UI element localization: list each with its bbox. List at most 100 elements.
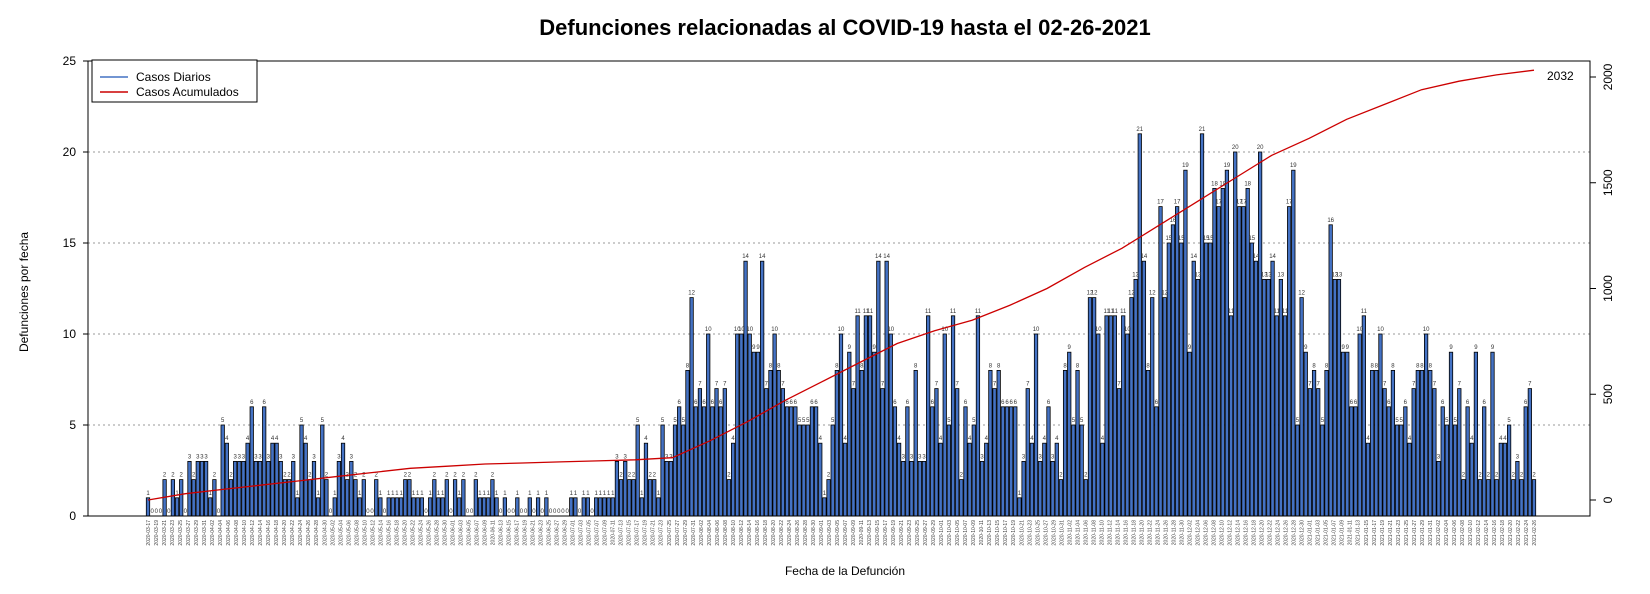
bar-value-label: 7 bbox=[715, 382, 719, 388]
bar-value-label: 12 bbox=[1298, 291, 1305, 297]
bar-value-label: 10 bbox=[887, 327, 894, 333]
y2-tick-label: 2000 bbox=[1601, 63, 1615, 90]
bar-value-label: 7 bbox=[1383, 382, 1387, 388]
x-tick-label: 2021-01-11 bbox=[1348, 520, 1354, 545]
bar bbox=[851, 388, 856, 517]
bar bbox=[502, 497, 507, 517]
bar-value-label: 3 bbox=[980, 454, 984, 460]
x-tick-label: 2020-09-07 bbox=[843, 520, 849, 546]
bar bbox=[1378, 333, 1383, 517]
bar bbox=[1125, 333, 1130, 517]
bar-value-label: 6 bbox=[790, 400, 794, 406]
bar-value-label: 2 bbox=[1478, 473, 1482, 479]
x-tick-label: 2021-02-06 bbox=[1452, 520, 1458, 546]
bar bbox=[199, 460, 205, 517]
bar-value-label: 6 bbox=[893, 400, 897, 406]
x-tick-label: 2020-09-15 bbox=[875, 520, 881, 546]
x-tick-label: 2020-08-10 bbox=[731, 520, 737, 546]
y-tick-label: 25 bbox=[63, 54, 77, 68]
bar-value-label: 9 bbox=[873, 345, 877, 351]
bar-value-label: 3 bbox=[1437, 454, 1441, 460]
x-tick-label: 2020-04-24 bbox=[298, 520, 304, 546]
bar bbox=[515, 497, 520, 517]
bar-value-label: 7 bbox=[1458, 382, 1462, 388]
bar-value-label: 4 bbox=[1101, 436, 1105, 442]
bar bbox=[1054, 442, 1059, 517]
bar-value-label: 7 bbox=[765, 382, 769, 388]
bar-value-label: 6 bbox=[785, 400, 789, 406]
x-tick-label: 2020-12-26 bbox=[1284, 520, 1290, 546]
bar-value-label: 1 bbox=[599, 491, 603, 497]
bar-value-label: 14 bbox=[883, 254, 890, 260]
bar bbox=[174, 497, 180, 517]
bar-value-label: 0 bbox=[549, 509, 553, 515]
bar-value-label: 1 bbox=[516, 491, 520, 497]
x-tick-label: 2021-01-23 bbox=[1396, 520, 1402, 546]
bar-value-label: 1 bbox=[603, 491, 607, 497]
x-tick-label: 2020-06-13 bbox=[499, 520, 505, 546]
bar bbox=[639, 497, 644, 517]
x-tick-label: 2020-04-02 bbox=[210, 520, 216, 546]
bar-value-label: 1 bbox=[495, 491, 499, 497]
bar bbox=[1179, 242, 1184, 517]
bar bbox=[979, 460, 985, 517]
bar-value-label: 2 bbox=[960, 473, 964, 479]
bar-value-label: 3 bbox=[242, 454, 246, 460]
bar-value-label: 5 bbox=[661, 418, 665, 424]
bar-value-label: 5 bbox=[682, 418, 686, 424]
bar bbox=[1046, 406, 1051, 517]
bar bbox=[432, 479, 437, 517]
chart-title: Defunciones relacionadas al COVID-19 has… bbox=[539, 15, 1151, 40]
bar-value-label: 5 bbox=[1072, 418, 1076, 424]
bar-value-label: 20 bbox=[1257, 145, 1264, 151]
bar-value-label: 6 bbox=[677, 400, 681, 406]
bar bbox=[602, 497, 607, 517]
bar bbox=[1029, 442, 1034, 517]
bar bbox=[1282, 315, 1288, 517]
bar bbox=[938, 442, 943, 517]
bar-value-label: 1 bbox=[420, 491, 424, 497]
bar-value-label: 12 bbox=[1091, 291, 1098, 297]
x-tick-label: 2021-02-02 bbox=[1436, 520, 1442, 546]
bar-value-label: 10 bbox=[1423, 327, 1430, 333]
x-tick-label: 2021-02-18 bbox=[1500, 520, 1506, 546]
bar bbox=[830, 424, 835, 517]
bar bbox=[1407, 442, 1412, 517]
bar-value-label: 5 bbox=[1296, 418, 1300, 424]
bar bbox=[1365, 442, 1371, 517]
bar bbox=[399, 497, 404, 517]
bar bbox=[1531, 479, 1537, 517]
x-tick-label: 2020-03-27 bbox=[186, 520, 192, 546]
x-tick-label: 2021-02-14 bbox=[1484, 520, 1490, 546]
bar bbox=[461, 479, 466, 517]
bar bbox=[145, 497, 151, 517]
x-tick-label: 2021-02-08 bbox=[1460, 520, 1466, 546]
x-tick-label: 2020-08-08 bbox=[723, 520, 729, 546]
bar bbox=[307, 479, 312, 517]
x-tick-label: 2021-02-04 bbox=[1444, 520, 1450, 546]
bar bbox=[664, 460, 669, 517]
bar-value-label: 9 bbox=[1304, 345, 1308, 351]
x-tick-label: 2020-05-22 bbox=[410, 520, 416, 546]
bar-value-label: 10 bbox=[738, 327, 745, 333]
bar bbox=[726, 479, 732, 517]
bar-value-label: 1 bbox=[395, 491, 399, 497]
bar bbox=[1345, 351, 1350, 517]
bar-value-label: 3 bbox=[312, 454, 316, 460]
bar-value-label: 13 bbox=[1278, 272, 1285, 278]
bar bbox=[436, 497, 441, 517]
bar-value-label: 1 bbox=[437, 491, 441, 497]
bar bbox=[212, 479, 217, 517]
bar bbox=[872, 351, 877, 517]
bar-value-label: 1 bbox=[545, 491, 549, 497]
x-tick-label: 2020-07-11 bbox=[611, 520, 617, 545]
bar-value-label: 14 bbox=[875, 254, 882, 260]
bar-value-label: 3 bbox=[196, 454, 200, 460]
bar-value-label: 2 bbox=[445, 473, 449, 479]
bar-value-label: 0 bbox=[155, 509, 159, 515]
bar bbox=[950, 315, 956, 517]
bar-value-label: 1 bbox=[594, 491, 598, 497]
bar-value-label: 10 bbox=[734, 327, 741, 333]
bar-value-label: 6 bbox=[1009, 400, 1013, 406]
bar-value-label: 11 bbox=[1228, 309, 1235, 315]
